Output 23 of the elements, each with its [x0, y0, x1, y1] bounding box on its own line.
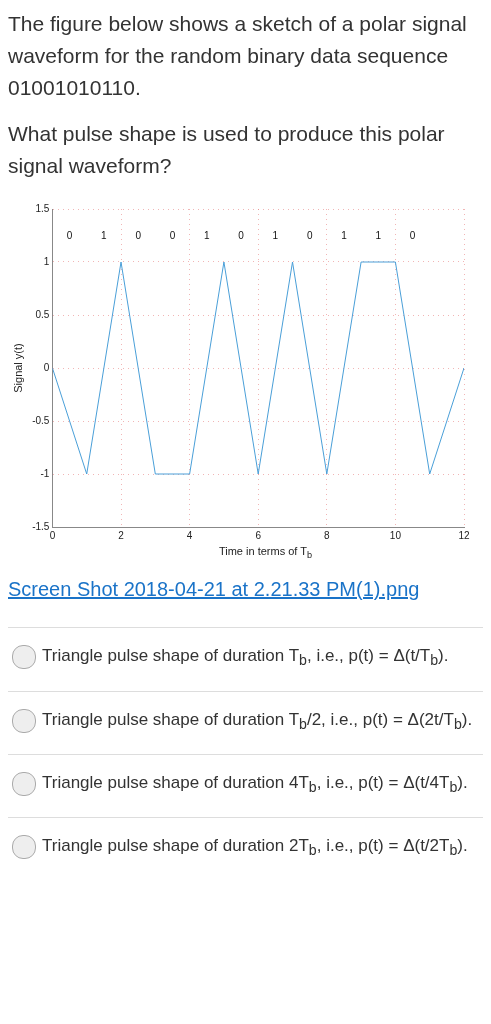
annotation: 0 1 0 0 1 0 1 0 1 1 0 — [66, 229, 416, 242]
text: Screen Shot 2018-04-21 at 2.21.33 PM(1).png — [8, 578, 421, 602]
x-tick-label: 10 — [389, 529, 402, 541]
x-tick-label: 4 — [186, 529, 193, 541]
y-tick-label: -1.5 — [32, 520, 50, 532]
x-tick-label: 2 — [118, 529, 125, 541]
y-tick-label: 1.5 — [35, 202, 50, 214]
y-tick-label: -1 — [40, 467, 50, 479]
x-tick-label: 12 — [458, 529, 470, 541]
text: Triangle pulse shape of duration T$_{b}$/2, i.e., p(t) = Δ(2t/T$_{b}$). — [42, 708, 473, 734]
y-tick-label: -0.5 — [32, 414, 50, 426]
chart-title: The figure below shows a sketch of a polar signal waveform for the random binary data sequence 01001010110. — [8, 11, 468, 101]
x-tick-label: 8 — [324, 529, 331, 541]
y-tick-label: 1 — [43, 255, 50, 267]
text: Triangle pulse shape of duration T$_{b}$, i.e., p(t) = Δ(t/T$_{b}$). — [42, 645, 449, 671]
text: Triangle pulse shape of duration 4T$_{b}$, i.e., p(t) = Δ(t/4T$_{b}$). — [42, 771, 468, 798]
y-tick-label: 0.5 — [35, 308, 50, 320]
y-tick-label: 0 — [43, 361, 50, 373]
y-axis-title: Signal y(t) — [11, 343, 24, 393]
text: Triangle pulse shape of duration 2T$_{b}$, i.e., p(t) = Δ(t/2T$_{b}$). — [42, 835, 468, 861]
x-axis-title: Time in terms of T$_{b}$ — [217, 545, 314, 561]
x-tick-label: 6 — [255, 529, 262, 541]
chart-subtitle: What pulse shape is used to produce this polar signal waveform? — [8, 121, 446, 179]
